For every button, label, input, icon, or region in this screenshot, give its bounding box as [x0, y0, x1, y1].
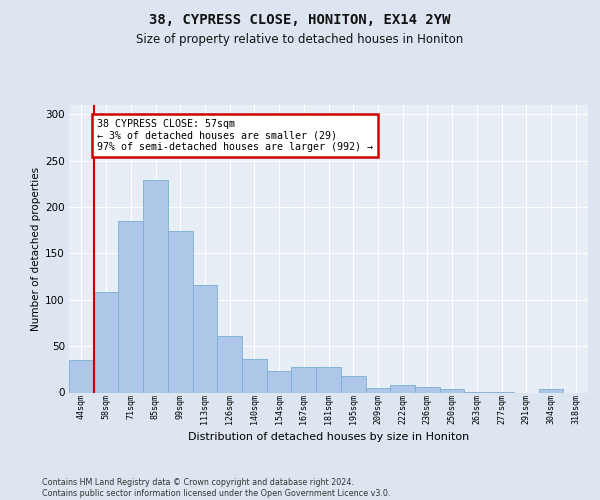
Bar	[365, 388, 390, 392]
Text: 38, CYPRESS CLOSE, HONITON, EX14 2YW: 38, CYPRESS CLOSE, HONITON, EX14 2YW	[149, 12, 451, 26]
X-axis label: Distribution of detached houses by size in Honiton: Distribution of detached houses by size …	[188, 432, 469, 442]
Bar	[242, 359, 267, 392]
Bar	[341, 376, 365, 392]
Bar	[193, 285, 217, 393]
Y-axis label: Number of detached properties: Number of detached properties	[31, 166, 41, 331]
Bar	[217, 336, 242, 392]
Bar	[415, 387, 440, 392]
Bar	[69, 360, 94, 392]
Text: Size of property relative to detached houses in Honiton: Size of property relative to detached ho…	[136, 32, 464, 46]
Bar	[168, 231, 193, 392]
Text: 38 CYPRESS CLOSE: 57sqm
← 3% of detached houses are smaller (29)
97% of semi-det: 38 CYPRESS CLOSE: 57sqm ← 3% of detached…	[97, 119, 373, 152]
Bar	[118, 221, 143, 392]
Bar	[390, 385, 415, 392]
Text: Contains HM Land Registry data © Crown copyright and database right 2024.
Contai: Contains HM Land Registry data © Crown c…	[42, 478, 391, 498]
Bar	[292, 368, 316, 392]
Bar	[440, 389, 464, 392]
Bar	[143, 180, 168, 392]
Bar	[267, 371, 292, 392]
Bar	[316, 368, 341, 392]
Bar	[539, 389, 563, 392]
Bar	[94, 292, 118, 392]
